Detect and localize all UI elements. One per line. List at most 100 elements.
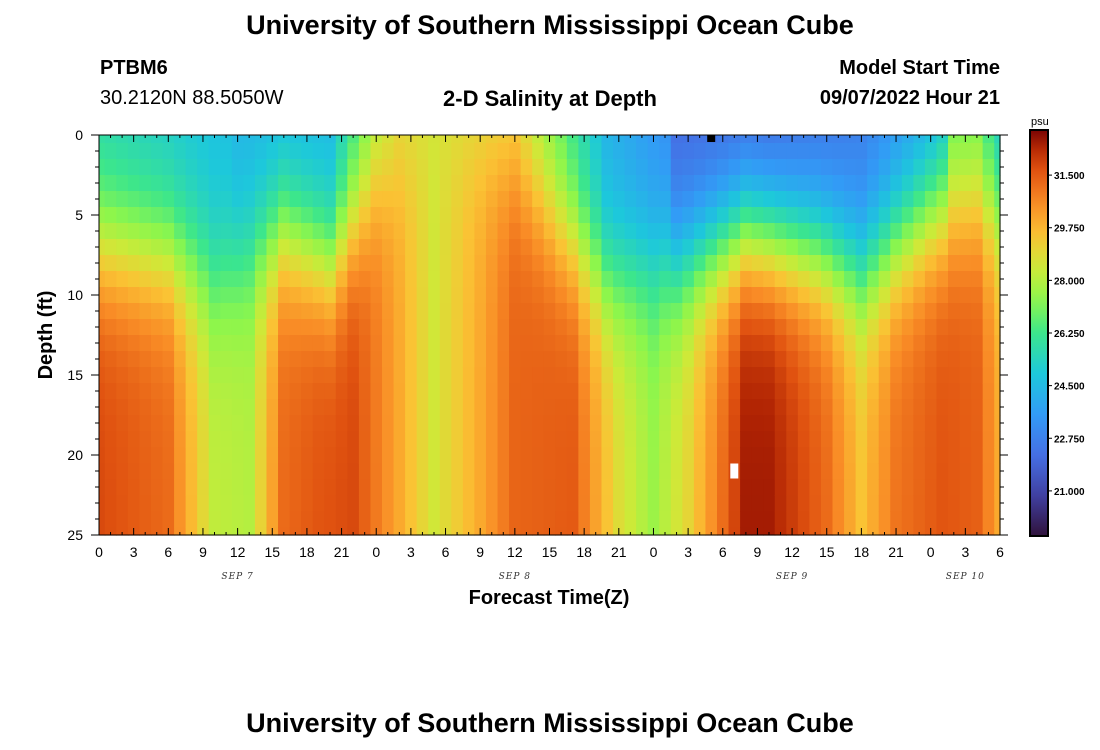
heatmap-cell [358,239,372,256]
heatmap-cell [613,239,626,256]
y-tick-label: 25 [67,527,83,543]
heatmap-cell [358,431,372,448]
heatmap-cell [913,143,926,160]
heatmap-cell [428,415,441,432]
heatmap-cell [485,143,499,160]
heatmap-cell [948,415,961,432]
heatmap-cell [751,495,764,512]
heatmap-cell [532,159,545,176]
heatmap-cell [312,191,325,208]
heatmap-cell [820,447,834,464]
heatmap-cell [439,431,452,448]
heatmap-cell [220,223,233,240]
heatmap-cell [948,431,961,448]
y-tick-label: 15 [67,367,83,383]
heatmap-cell [832,287,845,304]
heatmap-cell [509,239,522,256]
heatmap-cell [740,223,753,240]
heatmap-cell [670,239,683,256]
heatmap-cell [797,159,810,176]
heatmap-cell [901,431,914,448]
heatmap-cell [289,287,302,304]
heatmap-cell [324,351,337,368]
heatmap-cell [485,239,499,256]
heatmap-cell [382,287,395,304]
heatmap-cell [682,175,695,192]
heatmap-cell [520,175,533,192]
x-tick-label: 6 [164,544,172,560]
heatmap-cell [127,159,141,176]
heatmap-cell [139,495,152,512]
heatmap-cell [393,463,406,480]
heatmap-cell [474,447,487,464]
heatmap-cell [693,143,707,160]
heatmap-cell [844,319,857,336]
heatmap-cell [266,319,279,336]
heatmap-cell [162,239,175,256]
heatmap-cell [936,431,949,448]
heatmap-cell [728,191,741,208]
heatmap-cell [578,255,591,272]
heatmap-cell [220,159,233,176]
heatmap-cell [936,511,949,528]
heatmap-cell [520,135,533,144]
heatmap-cell [150,479,164,496]
heatmap-cell [705,319,718,336]
heatmap-cell [728,383,741,400]
heatmap-cell [150,159,164,176]
heatmap-cell [139,191,152,208]
heatmap-cell [844,447,857,464]
heatmap-cell [150,527,164,536]
heatmap-cell [382,159,395,176]
heatmap-cell [99,207,106,224]
heatmap-cell [728,175,741,192]
heatmap-cell [254,135,268,144]
heatmap-cell [162,271,175,288]
heatmap-cell [416,399,429,416]
heatmap-cell [104,511,117,528]
heatmap-cell [878,223,891,240]
heatmap-cell [601,335,614,352]
heatmap-cell [99,303,106,320]
heatmap-cell [254,431,268,448]
heatmap-cell [855,511,868,528]
heatmap-cell [763,159,776,176]
heatmap-cell [705,415,718,432]
heatmap-cell [693,463,707,480]
heatmap-cell [682,399,695,416]
heatmap-cell [150,175,164,192]
heatmap-cell [347,159,360,176]
heatmap-cell [693,399,707,416]
heatmap-cell [716,463,730,480]
heatmap-cell [844,135,857,144]
heatmap-cell [347,351,360,368]
heatmap-cell [705,207,718,224]
heatmap-cell [566,495,579,512]
heatmap-cell [520,351,533,368]
heatmap-cell [243,511,256,528]
heatmap-cell [220,351,233,368]
heatmap-cell [99,351,106,368]
heatmap-cell [820,399,834,416]
heatmap-cell [405,463,418,480]
heatmap-cell [231,159,244,176]
heatmap-cell [728,351,741,368]
heatmap-cell [162,175,175,192]
heatmap-cell [786,255,799,272]
heatmap-cell [405,383,418,400]
heatmap-cell [99,319,106,336]
heatmap-cell [451,191,464,208]
heatmap-cell [497,255,510,272]
heatmap-cell [243,415,256,432]
heatmap-cell [174,479,187,496]
heatmap-cell [393,351,406,368]
heatmap-cell [185,463,198,480]
heatmap-cell [532,135,545,144]
heatmap-cell [890,223,903,240]
heatmap-cell [254,207,268,224]
heatmap-cell [197,143,210,160]
heatmap-cell [670,255,683,272]
heatmap-cell [971,335,984,352]
heatmap-cell [266,143,279,160]
heatmap-cell [924,479,938,496]
